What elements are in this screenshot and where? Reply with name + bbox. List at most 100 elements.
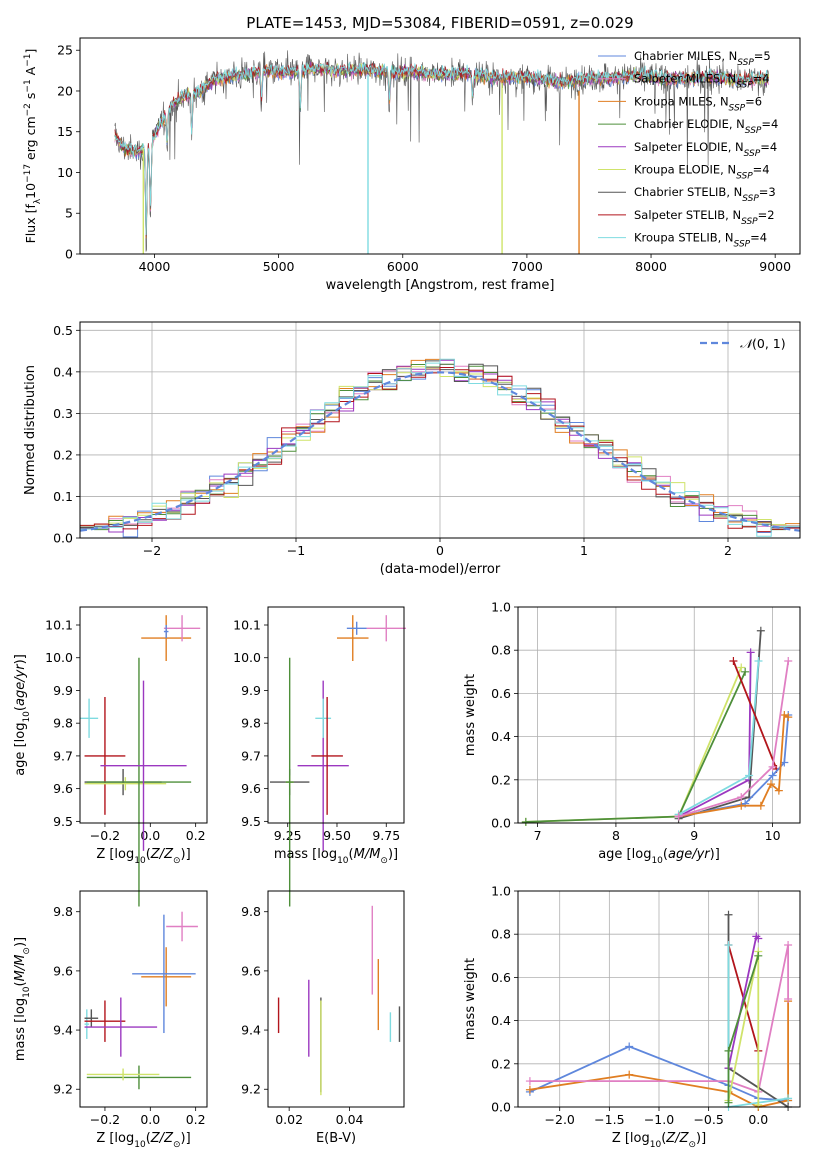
y-tick-label: 0.2	[53, 447, 73, 462]
x-axis-label: age [log10(age/yr)]	[598, 847, 720, 866]
x-tick-label: 0.0	[140, 1112, 160, 1127]
normal-reference-curve	[79, 371, 801, 532]
x-tick-label: −0.2	[90, 1112, 120, 1127]
x-tick-label: 8	[612, 828, 620, 843]
age_vs_mass-axes: 9.25 9.50 9.75 9.5 9.6 9.7 9.8 9.9 10.0 10.1	[233, 618, 400, 844]
legend-entry: Kroupa STELIB, NSSP=4	[634, 231, 767, 250]
x-tick-label: −2.0	[545, 1112, 575, 1127]
age_vs_mass-errorbars	[269, 615, 406, 907]
y-tick-label: 0.3	[53, 406, 73, 421]
x-tick-label: 6000	[387, 259, 419, 274]
y-tick-label: 5	[65, 206, 73, 221]
mass_weight_vs_age-lines	[521, 626, 793, 826]
y-tick-label: 0.4	[491, 1013, 511, 1028]
y-tick-label: 0.8	[491, 643, 511, 658]
y-tick-label: 10	[57, 165, 73, 180]
y-tick-label: 9.2	[241, 1082, 261, 1097]
x-axis-label: Z [log10(Z/Z⊙)]	[612, 1131, 706, 1150]
x-tick-label: 0.0	[748, 1112, 768, 1127]
mass-weight-marker	[525, 1077, 534, 1086]
mass-weight-line	[678, 660, 790, 818]
mass-weight-marker	[737, 801, 746, 810]
x-tick-label: 7	[534, 828, 542, 843]
legend-entry: Salpeter STELIB, NSSP=2	[634, 208, 775, 227]
histogram-step-line	[80, 367, 800, 533]
mass-weight-line	[529, 1001, 789, 1108]
y-tick-label: 0.0	[491, 816, 511, 831]
mass-weight-marker	[756, 626, 765, 635]
legend-entry: Chabrier STELIB, NSSP=3	[634, 185, 776, 204]
mass_vs_Z-axes: −0.2 0.0 0.2 9.2 9.4 9.6 9.8	[53, 904, 205, 1127]
x-tick-label: 9000	[759, 259, 791, 274]
x-tick-label: 9.50	[323, 828, 351, 843]
histogram-step-line	[80, 358, 800, 537]
residual-legend: 𝒩(0, 1)	[700, 336, 786, 351]
legend-entry: Kroupa ELODIE, NSSP=4	[634, 163, 770, 182]
mass-weight-marker	[752, 932, 761, 941]
y-axis-label: Normed distribution	[23, 365, 38, 495]
y-tick-label: 0.6	[491, 970, 511, 985]
y-axis-label: mass weight	[463, 674, 478, 756]
y-axis-label: mass [log10(M/M⊙)]	[13, 937, 32, 1061]
mass_vs_ebv-errorbars	[277, 905, 401, 1096]
y-tick-label: 20	[57, 83, 73, 98]
mass-weight-marker	[625, 1042, 634, 1051]
x-tick-label: 1	[580, 543, 588, 558]
mass-weight-marker	[768, 762, 777, 771]
y-axis-label: age [log10(age/yr)]	[13, 654, 32, 776]
y-tick-label: 0.4	[491, 729, 511, 744]
mass_vs_Z-errorbars	[84, 911, 198, 1090]
y-tick-label: 0.8	[491, 927, 511, 942]
x-tick-label: −1.0	[644, 1112, 674, 1127]
y-tick-label: 10.0	[45, 650, 73, 665]
figure-title: PLATE=1453, MJD=53084, FIBERID=0591, z=0…	[246, 14, 633, 32]
model-spectrum-line	[114, 61, 770, 236]
y-tick-label: 0.5	[53, 323, 73, 338]
y-tick-label: 9.7	[241, 748, 261, 763]
y-tick-label: 9.6	[241, 781, 261, 796]
legend-entry: Salpeter MILES, NSSP=4	[634, 72, 770, 91]
age_vs_Z-frame	[79, 606, 208, 824]
y-tick-label: 0.1	[53, 489, 73, 504]
mass-weight-marker	[724, 1046, 733, 1055]
mass-weight-marker	[774, 786, 783, 795]
y-tick-label: 9.8	[241, 716, 261, 731]
x-tick-label: 0.04	[336, 1112, 364, 1127]
residuals-frame	[79, 321, 801, 539]
y-tick-label: 9.4	[53, 1023, 73, 1038]
y-tick-label: 9.8	[241, 904, 261, 919]
y-tick-label: 0.2	[491, 772, 511, 787]
mass-weight-marker	[754, 1100, 763, 1109]
y-tick-label: 0.0	[491, 1100, 511, 1115]
mass-weight-marker	[784, 941, 793, 949]
y-tick-label: 9.2	[53, 1082, 73, 1097]
y-tick-label: 9.8	[53, 716, 73, 731]
mass-weight-marker	[729, 657, 738, 665]
mass-weight-marker	[724, 1098, 733, 1107]
mass-weight-line	[525, 667, 743, 823]
x-tick-label: 0.0	[140, 828, 160, 843]
mass-weight-marker	[754, 657, 763, 665]
y-tick-label: 0.2	[491, 1056, 511, 1071]
mass-weight-line	[732, 660, 778, 770]
mass-weight-marker	[674, 812, 683, 821]
mass-weight-marker	[724, 910, 733, 919]
mass-weight-marker	[745, 771, 754, 780]
legend-entry: Chabrier MILES, NSSP=5	[634, 49, 771, 68]
mass-weight-marker	[768, 771, 777, 780]
plots-layer: 4000 5000 6000 7000 8000 90000510152025wavele…	[13, 37, 801, 1150]
age_vs_mass-frame	[267, 606, 405, 824]
y-tick-label: 15	[57, 124, 73, 139]
mass-weight-line	[727, 951, 760, 1105]
x-axis-label: Z [log10(Z/Z⊙)]	[96, 1131, 190, 1150]
mass-weight-marker	[521, 817, 530, 826]
mass_weight_vs_Z-lines	[525, 910, 793, 1111]
x-tick-label: −1.5	[594, 1112, 624, 1127]
x-tick-label: 9.75	[372, 828, 400, 843]
y-tick-label: 0.4	[53, 364, 73, 379]
y-tick-label: 1.0	[491, 600, 511, 615]
legend-entry: Salpeter ELODIE, NSSP=4	[634, 140, 777, 159]
mass_weight_vs_Z-frame	[517, 890, 801, 1108]
mass-weight-marker	[784, 1094, 793, 1103]
